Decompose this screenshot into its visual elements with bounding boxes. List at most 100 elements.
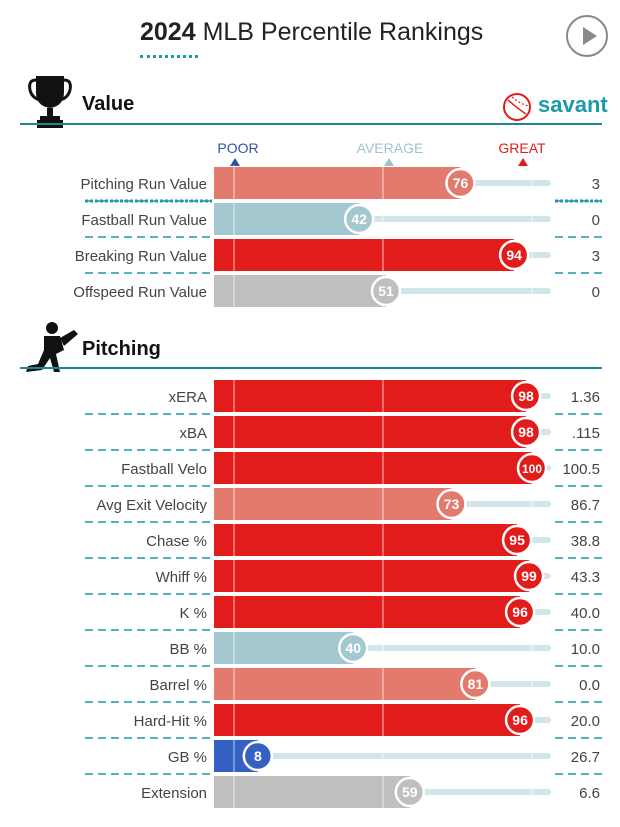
pitching-chart: xERA 1.36 xBA .115 Fastball Velo 100.5 Avg Exi… [85,378,602,810]
bar-chase [214,524,518,556]
row-value-bb: 10.0 [571,641,600,658]
scale-marker-poor [230,158,240,166]
marker-offspeed-run-value [370,275,402,307]
percentile-label-fastball-run-value: 42 [351,211,367,227]
row-value-extension: 6.6 [579,785,600,802]
row-value-fastball-run-value: 0 [592,212,600,229]
row-label-chase: Chase % [146,533,207,550]
row-label-extension: Extension [141,785,207,802]
row-label-fastball-velo: Fastball Velo [121,461,207,478]
percentile-label-avg-exit-velocity: 73 [444,496,460,512]
baseball-icon [503,93,531,121]
bar-whiff [214,560,530,592]
row-value-barrel: 0.0 [579,677,600,694]
row-value-k: 40.0 [571,605,600,622]
marker-gb [242,740,274,772]
percentile-label-breaking-run-value: 94 [506,247,522,263]
percentile-label-hard-hit: 96 [512,712,528,728]
bar-breaking-run-value [214,239,515,271]
row-value-gb: 26.7 [571,749,600,766]
bar-hard-hit [214,704,521,736]
row-label-breaking-run-value: Breaking Run Value [75,248,207,265]
page-header: 2024 MLB Percentile Rankings [0,0,620,70]
row-label-fastball-run-value: Fastball Run Value [81,212,207,229]
section-title-pitching: Pitching [82,338,161,360]
marker-breaking-run-value [498,239,530,271]
percentile-label-offspeed-run-value: 51 [378,283,394,299]
bar-k [214,596,521,628]
percentile-label-chase: 95 [509,532,525,548]
marker-xera [510,380,542,412]
percentile-label-bb: 40 [345,640,361,656]
title-text: MLB Percentile Rankings [195,18,484,46]
marker-whiff [513,560,545,592]
percentile-label-xba: 98 [518,424,534,440]
marker-fastball-velo [516,452,548,484]
row-value-breaking-run-value: 3 [592,248,600,265]
percentile-label-extension: 59 [402,784,418,800]
bar-offspeed-run-value [214,275,386,307]
row-label-hard-hit: Hard-Hit % [134,713,207,730]
pitcher-icon [26,322,78,372]
scale-marker-average [384,158,394,166]
bar-barrel [214,668,476,700]
percentile-label-pitching-run-value: 76 [453,175,469,191]
title-underline [140,55,198,58]
row-label-k: K % [179,605,207,622]
title-year: 2024 [140,18,196,46]
row-label-bb: BB % [169,641,207,658]
marker-avg-exit-velocity [436,488,467,520]
bar-xera [214,380,527,412]
row-value-pitching-run-value: 3 [592,176,600,193]
row-value-offspeed-run-value: 0 [592,284,600,301]
section-rule-value [20,123,602,125]
marker-k [504,596,536,628]
scale-marker-great [518,158,528,166]
row-label-avg-exit-velocity: Avg Exit Velocity [96,497,207,514]
bar-fastball-velo [214,452,532,484]
row-label-xba: xBA [179,425,207,442]
percentile-label-fastball-velo: 100 [522,462,542,476]
row-value-fastball-velo: 100.5 [562,461,600,478]
play-button[interactable] [566,15,608,57]
row-label-xera: xERA [169,389,207,406]
row-value-xba: .115 [572,425,600,442]
savant-logo-text: savant [538,92,608,117]
section-rule-pitching [20,367,602,369]
percentile-label-k: 96 [512,604,528,620]
row-value-avg-exit-velocity: 86.7 [571,497,600,514]
scale-label-poor: POOR [217,140,259,156]
percentile-label-xera: 98 [518,388,534,404]
bar-avg-exit-velocity [214,488,452,520]
value-chart: Pitching Run Value 3 Fastball Run Value 0 Br… [73,165,602,309]
scale-label-great: GREAT [498,140,546,156]
marker-xba [510,416,542,448]
marker-fastball-run-value [343,203,375,235]
marker-chase [501,524,533,556]
row-label-pitching-run-value: Pitching Run Value [81,176,207,193]
row-label-gb: GB % [168,749,207,766]
bar-fastball-run-value [214,203,360,235]
trophy-icon [28,76,72,128]
bar-bb [214,632,354,664]
row-value-whiff: 43.3 [571,569,600,586]
bar-xba [214,416,527,448]
percentile-label-barrel: 81 [468,676,484,692]
row-label-whiff: Whiff % [156,569,207,586]
scale-label-average: AVERAGE [356,140,424,156]
row-value-xera: 1.36 [571,389,600,406]
marker-extension [394,776,426,808]
bar-extension [214,776,410,808]
bar-pitching-run-value [214,167,461,199]
section-title-value: Value [82,93,135,115]
percentile-label-whiff: 99 [521,568,537,584]
row-label-barrel: Barrel % [149,677,207,694]
page-title: 2024 MLB Percentile Rankings [140,18,483,47]
marker-bb [337,632,369,664]
row-value-chase: 38.8 [571,533,600,550]
row-value-hard-hit: 20.0 [571,713,600,730]
marker-barrel [460,668,491,700]
row-label-offspeed-run-value: Offspeed Run Value [73,284,207,301]
marker-pitching-run-value [445,167,476,199]
marker-hard-hit [504,704,536,736]
